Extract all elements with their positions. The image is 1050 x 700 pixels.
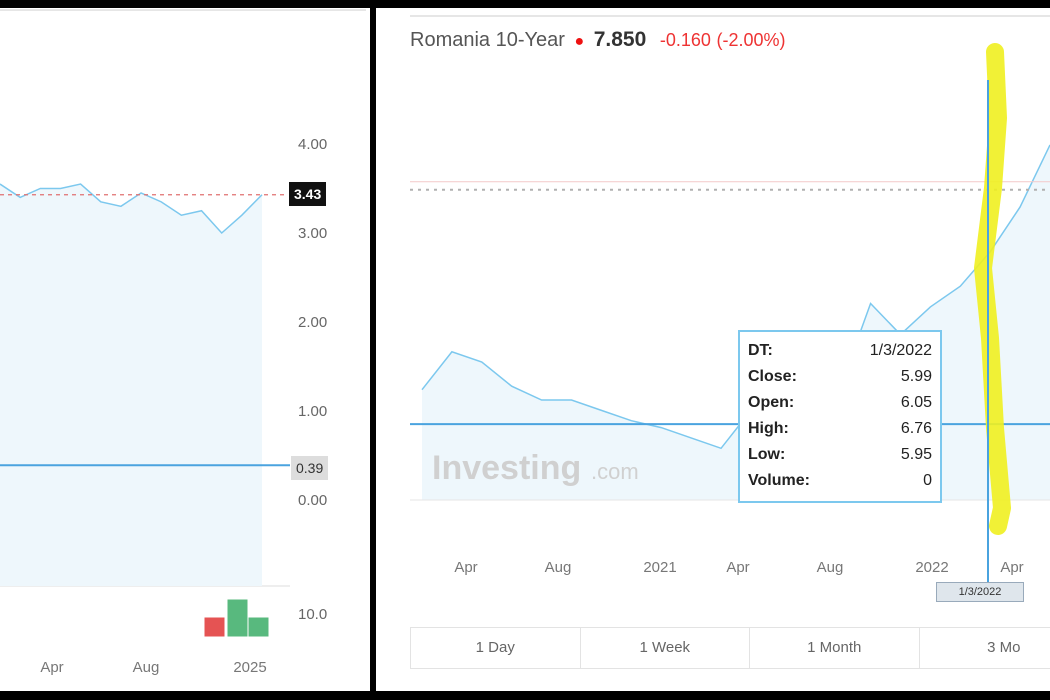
series-line	[0, 183, 263, 235]
tooltip-row-date: DT: 1/3/2022	[748, 342, 932, 359]
price-change: -0.160	[659, 30, 711, 50]
volume-bar	[248, 617, 269, 637]
instrument-price: 7.850	[593, 28, 647, 51]
x-tick-label: Apr	[40, 659, 63, 676]
area-fill	[0, 184, 262, 587]
reference-price-tag: 0.39	[291, 456, 329, 480]
live-dot-icon: ●	[574, 33, 585, 50]
tooltip-row-high: High: 6.76	[748, 420, 932, 437]
range-button-3-month[interactable]: 3 Mo	[920, 628, 1050, 668]
data-tooltip: DT: 1/3/2022 Close: 5.99 Open: 6.05 High: 6.…	[738, 330, 942, 503]
y-tick-label: 3.00	[298, 225, 327, 242]
y-tick-label: 2.00	[298, 314, 327, 331]
x-tick-label: Apr	[1000, 559, 1023, 576]
watermark-suffix: .com	[591, 459, 639, 484]
range-button-1-week[interactable]: 1 Week	[581, 628, 750, 668]
x-tick-label: 2022	[915, 559, 948, 576]
x-tick-label: Aug	[133, 659, 160, 676]
watermark-brand: Investing	[432, 449, 581, 487]
x-tick-label: Apr	[726, 559, 749, 576]
volume-bar	[227, 599, 248, 637]
area-fill	[422, 144, 1050, 500]
price-change-percent: (-2.00%)	[716, 30, 786, 50]
x-tick-label: Aug	[817, 559, 844, 576]
series-line	[421, 144, 1050, 450]
x-tick-label: Apr	[454, 559, 477, 576]
yellow-highlight-stroke	[974, 43, 1011, 535]
time-range-selector: 1 Day 1 Week 1 Month 3 Mo	[410, 627, 1050, 669]
left-price-chart: 4.00 3.00 2.00 1.00 0.00 Apr Aug 2025 10.0	[0, 9, 366, 676]
tooltip-row-close: Close: 5.99	[748, 368, 932, 385]
x-tick-label: Aug	[545, 559, 572, 576]
range-button-1-day[interactable]: 1 Day	[411, 628, 581, 668]
range-button-1-month[interactable]: 1 Month	[750, 628, 920, 668]
crosshair-date-marker: 1/3/2022	[936, 582, 1024, 602]
tooltip-row-open: Open: 6.05	[748, 394, 932, 411]
tooltip-row-volume: Volume: 0	[748, 472, 932, 489]
left-chart-panel: 4.00 3.00 2.00 1.00 0.00 Apr Aug 2025 10.0 3.4…	[0, 8, 370, 691]
right-chart-panel: Apr Aug 2021 Apr Aug 2022 Apr Investing .com R…	[376, 8, 1050, 691]
x-tick-label: 2025	[233, 659, 266, 676]
instrument-title: Romania 10-Year	[410, 29, 565, 51]
tooltip-row-low: Low: 5.95	[748, 446, 932, 463]
y-tick-label: 1.00	[298, 403, 327, 420]
volume-bar	[204, 617, 225, 637]
y-tick-label: 0.00	[298, 492, 327, 509]
x-tick-label: 2021	[643, 559, 676, 576]
instrument-header: Romania 10-Year ● 7.850 -0.160 (-2.00%)	[410, 28, 785, 52]
last-price-tag: 3.43	[289, 182, 327, 206]
volume-scale-label: 10.0	[298, 606, 327, 623]
y-tick-label: 4.00	[298, 136, 327, 153]
